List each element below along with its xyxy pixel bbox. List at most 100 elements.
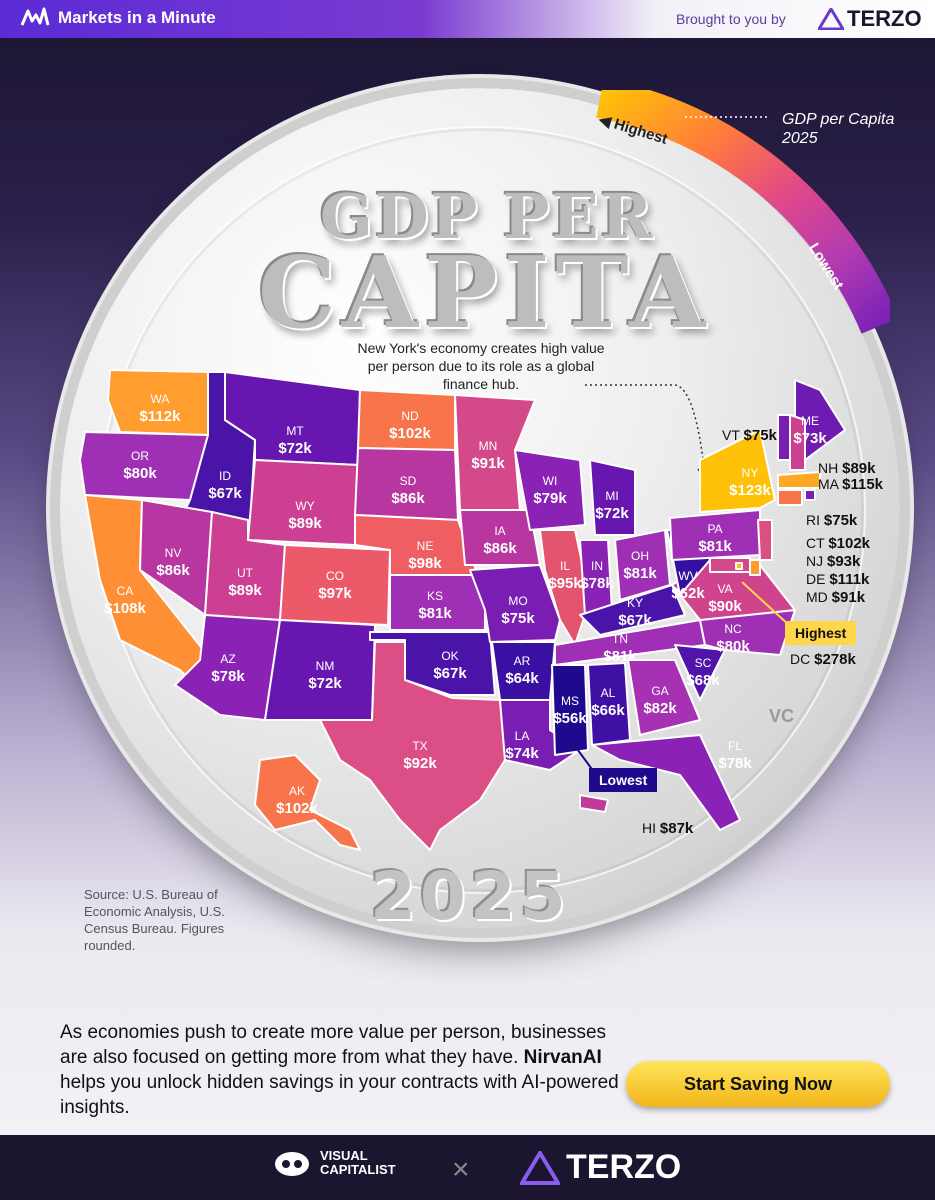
state-label-nd: ND $102k xyxy=(389,408,431,442)
state-value: $78k xyxy=(211,668,245,685)
state-value: $81k xyxy=(418,605,452,622)
state-abbr: NC xyxy=(724,622,742,636)
state-abbr: WY xyxy=(295,499,315,513)
state-label-mt: MT $72k xyxy=(278,423,311,457)
state-abbr: OH xyxy=(631,549,649,563)
start-saving-button[interactable]: Start Saving Now xyxy=(626,1061,890,1107)
state-abbr: AK xyxy=(288,784,305,798)
state-vt xyxy=(777,414,791,461)
state-value: $111k xyxy=(829,571,870,588)
state-ri xyxy=(804,489,816,501)
state-label-va: VA $90k xyxy=(708,581,741,615)
state-label-ok: OK $67k xyxy=(433,648,466,682)
state-abbr: ND xyxy=(401,409,419,423)
state-abbr: AZ xyxy=(220,652,236,666)
state-value: $81k xyxy=(623,565,657,582)
state-label-al: AL $66k xyxy=(591,685,624,719)
state-label-mo: MO $75k xyxy=(501,593,534,627)
state-nj xyxy=(757,519,773,561)
brand-name: Markets in a Minute xyxy=(58,8,216,27)
lowest-callout: Lowest xyxy=(589,768,658,792)
state-label-me: ME $73k xyxy=(793,413,826,447)
highest-pointer xyxy=(741,581,791,627)
brought-by: Brought to you by xyxy=(676,11,786,27)
footer-bar xyxy=(0,1135,935,1200)
state-abbr: DC xyxy=(790,651,815,667)
state-value: $81k xyxy=(698,538,732,555)
terzo-triangle-icon xyxy=(520,1150,560,1185)
state-abbr: ME xyxy=(801,414,819,428)
state-abbr: DE xyxy=(806,571,830,587)
state-abbr: VA xyxy=(717,582,733,596)
state-abbr: RI xyxy=(806,512,824,528)
state-value: $72k xyxy=(308,675,342,692)
state-value: $82k xyxy=(643,700,677,717)
state-label-az: AZ $78k xyxy=(211,651,244,685)
state-label-wv: WV $62k xyxy=(671,568,704,602)
state-abbr: WV xyxy=(678,569,698,583)
state-abbr: MS xyxy=(561,694,579,708)
state-value: $86k xyxy=(156,562,190,579)
terzo-triangle-icon xyxy=(818,8,844,30)
state-value: $86k xyxy=(483,540,517,557)
state-label-ny: NY $123k xyxy=(729,465,771,499)
highest-callout: Highest xyxy=(785,621,857,645)
state-label-il: IL $95k xyxy=(548,558,581,592)
state-label-sc: SC $68k xyxy=(686,655,719,689)
state-label-ga: GA $82k xyxy=(643,683,676,717)
state-value: $102k xyxy=(389,425,431,442)
promo-text-b: helps you unlock hidden savings in your … xyxy=(60,1072,619,1118)
state-value: $78k xyxy=(718,755,752,772)
state-value: $89k xyxy=(228,582,262,599)
state-label-tx: TX $92k xyxy=(403,738,436,772)
state-value: $91k xyxy=(831,589,866,606)
scale-title-line2: 2025 xyxy=(782,130,818,147)
source-note: Source: U.S. Bureau of Economic Analysis… xyxy=(84,887,225,953)
state-value: $89k xyxy=(842,460,876,477)
state-label-ms: MS $56k xyxy=(553,693,586,727)
state-value: $80k xyxy=(716,638,750,655)
state-value: $72k xyxy=(595,505,629,522)
lowest-pointer xyxy=(571,741,595,773)
state-abbr: IL xyxy=(559,559,570,573)
state-label-or: OR $80k xyxy=(123,448,156,482)
vc-logo-bottom: CAPITALIST xyxy=(320,1162,396,1177)
state-value: $86k xyxy=(391,490,425,507)
state-label-ne: NE $98k xyxy=(408,538,441,572)
state-abbr: LA xyxy=(514,729,530,743)
state-ny xyxy=(699,429,776,513)
state-value: $95k xyxy=(548,575,582,592)
state-label-nv: NV $86k xyxy=(156,545,189,579)
terzo-footer-name: TERZO xyxy=(566,1148,682,1186)
state-label-hi: HI $87k xyxy=(642,820,693,837)
state-abbr: NE xyxy=(416,539,434,553)
state-value: $75k xyxy=(743,427,777,444)
promo-brand: NirvanAI xyxy=(523,1047,602,1068)
state-label-de: DE $111k xyxy=(806,571,869,588)
state-abbr: MI xyxy=(605,489,619,503)
state-abbr: UT xyxy=(237,566,253,580)
coin-mark: VC xyxy=(769,706,795,726)
state-label-ar: AR $64k xyxy=(505,653,538,687)
state-label-nc: NC $80k xyxy=(716,621,749,655)
state-abbr: MT xyxy=(286,424,304,438)
state-de xyxy=(749,559,761,576)
state-value: $108k xyxy=(104,600,146,617)
state-label-ky: KY $67k xyxy=(618,595,651,629)
state-value: $62k xyxy=(671,585,705,602)
state-abbr: CO xyxy=(326,569,344,583)
state-hi xyxy=(579,794,609,813)
state-label-nh: NH $89k xyxy=(818,460,876,477)
state-label-la: LA $74k xyxy=(505,728,538,762)
state-co xyxy=(279,544,391,626)
state-label-ma: MA $115k xyxy=(818,476,883,493)
scale-title-line1: GDP per Capita xyxy=(782,111,895,128)
state-abbr: VT xyxy=(722,427,744,443)
state-abbr: GA xyxy=(651,684,669,698)
state-abbr: MO xyxy=(508,594,528,608)
vc-logo-top: VISUAL xyxy=(320,1148,368,1163)
state-label-co: CO $97k xyxy=(318,568,351,602)
cross-icon: × xyxy=(452,1153,470,1186)
state-abbr: MN xyxy=(478,439,498,453)
state-label-mn: MN $91k xyxy=(471,438,504,472)
